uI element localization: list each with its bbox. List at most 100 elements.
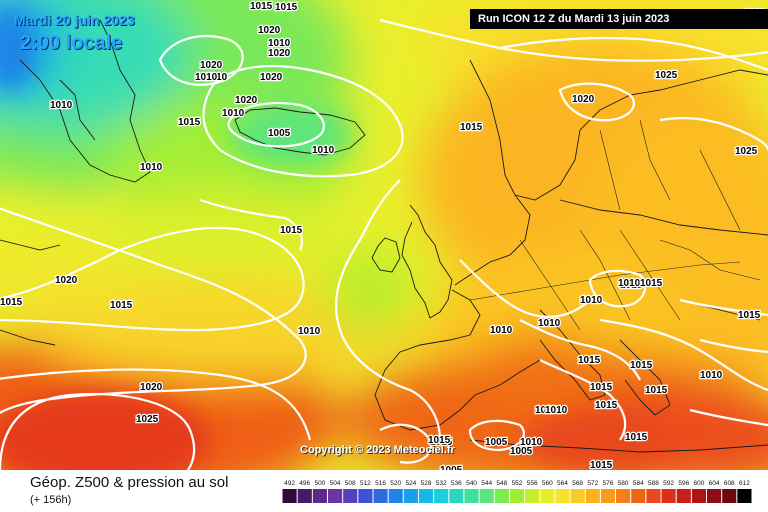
isobar-label: 1005 xyxy=(268,128,291,139)
isobar-label: 1010 xyxy=(535,405,558,416)
scale-tick-label: 492 xyxy=(284,480,295,487)
scale-swatch xyxy=(707,489,722,503)
scale-swatch xyxy=(585,489,600,503)
scale-swatch xyxy=(282,489,297,503)
scale-tick-label: 552 xyxy=(512,480,523,487)
scale-tick-label: 544 xyxy=(481,480,492,487)
color-scale: 492 496 500 504 508 512 516 520 524 528 532 536 540 5… xyxy=(282,480,752,503)
isobar-label: 1015 xyxy=(578,355,601,366)
isobar-label: 1020 xyxy=(260,72,283,83)
isobar-label: 1005 xyxy=(510,446,533,457)
scale-swatch xyxy=(327,489,343,503)
isobar-label: 1020 xyxy=(55,275,78,286)
scale-tick-label: 508 xyxy=(345,480,356,487)
isobar-label: 1015 xyxy=(428,435,451,446)
isobar-label: 1020 xyxy=(235,95,258,106)
scale-tick-label: 500 xyxy=(314,480,325,487)
isobar-label: 1015 xyxy=(738,310,761,321)
scale-tick-label: 596 xyxy=(678,480,689,487)
legend-title: Géop. Z500 & pression au sol xyxy=(30,474,229,491)
isobar-label: 1010 xyxy=(222,108,245,119)
scale-swatch xyxy=(722,489,737,503)
scale-tick-label: 588 xyxy=(648,480,659,487)
scale-swatch xyxy=(403,489,418,503)
isobar-label: 1020 xyxy=(200,60,223,71)
isobar-label: 1020 xyxy=(140,382,163,393)
scale-swatch xyxy=(540,489,555,503)
isobar-label: 1020 xyxy=(258,25,281,36)
isobar-label: 1015 xyxy=(0,297,23,308)
scale-swatch xyxy=(525,489,540,503)
scale-swatch xyxy=(555,489,570,503)
scale-swatch xyxy=(388,489,403,503)
isobar-label: 1010 xyxy=(520,437,543,448)
scale-swatch xyxy=(464,489,479,503)
scale-swatch xyxy=(600,489,616,503)
model-run-banner: Run ICON 12 Z du Mardi 13 juin 2023 xyxy=(470,9,768,29)
isobar-label: 1015 xyxy=(280,225,303,236)
geopotential-field xyxy=(0,0,768,470)
scale-tick-label: 612 xyxy=(739,480,750,487)
isobar-label: 1010 xyxy=(580,295,603,306)
isobar-label: 1015 xyxy=(620,280,643,291)
scale-tick-label: 592 xyxy=(663,480,674,487)
scale-swatch xyxy=(631,489,646,503)
scale-tick-label: 504 xyxy=(330,480,341,487)
scale-tick-label: 604 xyxy=(709,480,720,487)
forecast-date: Mardi 20 juin 2023 xyxy=(14,12,135,28)
scale-tick-label: 524 xyxy=(405,480,416,487)
isobar-label: 1020 xyxy=(572,94,595,105)
scale-swatch xyxy=(494,489,509,503)
scale-swatch xyxy=(418,489,434,503)
isobar-label: 1025 xyxy=(136,414,159,425)
scale-swatch xyxy=(570,489,585,503)
isobar-label: 1010 xyxy=(618,278,641,289)
scale-swatch xyxy=(691,489,707,503)
isobar-label: 1015 xyxy=(640,278,663,289)
isobar-label: 1010 xyxy=(700,370,723,381)
isobar-label: 1020 xyxy=(268,48,291,59)
lead-time: (+ 156h) xyxy=(30,494,72,506)
isobar-label: 1015 xyxy=(630,360,653,371)
scale-tick-label: 564 xyxy=(557,480,568,487)
scale-tick-label: 608 xyxy=(724,480,735,487)
isobar-label: 1010 xyxy=(298,326,321,337)
isobar-label: 1010 xyxy=(268,38,291,49)
scale-swatch xyxy=(449,489,464,503)
isobar-label: 1015 xyxy=(275,2,298,13)
copyright-notice: Copyright © 2023 Meteociel.fr xyxy=(300,444,455,456)
scale-tick-label: 584 xyxy=(633,480,644,487)
scale-swatch xyxy=(434,489,449,503)
scale-swatch xyxy=(616,489,631,503)
scale-swatch xyxy=(479,489,494,503)
isobar-label: 1025 xyxy=(655,70,678,81)
scale-tick-label: 496 xyxy=(299,480,310,487)
isobar-label: 1015 xyxy=(625,432,648,443)
scale-tick-label: 520 xyxy=(390,480,401,487)
isobar-label: 1010 xyxy=(195,72,218,83)
isobar-label: 1010 xyxy=(312,145,335,156)
scale-swatch xyxy=(373,489,388,503)
isobars xyxy=(0,18,768,470)
scale-tick-label: 580 xyxy=(618,480,629,487)
scale-tick-label: 548 xyxy=(496,480,507,487)
scale-tick-label: 568 xyxy=(572,480,583,487)
isobar-label: 1005 xyxy=(485,437,508,448)
isobar-label: 1015 xyxy=(595,400,618,411)
isobar-label: 1010 xyxy=(490,325,513,336)
scale-tick-label: 560 xyxy=(542,480,553,487)
scale-swatch xyxy=(343,489,358,503)
isobar-label: 1015 xyxy=(430,437,453,448)
isobar-label: 1015 xyxy=(590,382,613,393)
country-borders xyxy=(469,119,761,331)
isobar-label: 1015 xyxy=(110,300,133,311)
scale-tick-label: 536 xyxy=(451,480,462,487)
scale-swatch xyxy=(312,489,327,503)
scale-tick-label: 512 xyxy=(360,480,371,487)
isobar-label: 1010 xyxy=(538,318,561,329)
scale-tick-label: 600 xyxy=(694,480,705,487)
scale-swatch xyxy=(646,489,661,503)
isobar-label: 1010 xyxy=(205,72,228,83)
scale-tick-label: 528 xyxy=(421,480,432,487)
